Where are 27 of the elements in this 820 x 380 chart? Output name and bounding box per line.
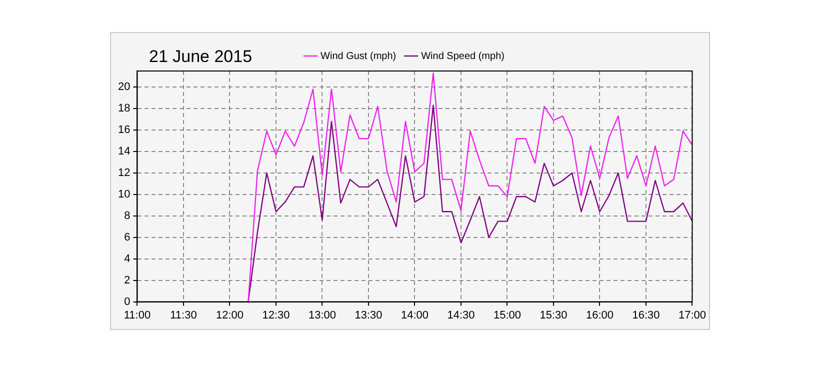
x-tick-label: 11:00 xyxy=(124,309,151,322)
y-tick-label: 0 xyxy=(124,296,130,308)
chart-title: 21 June 2015 xyxy=(149,47,252,67)
y-tick-label: 4 xyxy=(124,252,130,265)
x-tick-label: 13:30 xyxy=(354,309,382,322)
x-tick-label: 16:00 xyxy=(586,309,614,322)
y-tick-label: 6 xyxy=(124,231,130,244)
x-tick-label: 15:00 xyxy=(493,309,521,322)
y-tick-label: 12 xyxy=(118,167,130,180)
x-tick-label: 14:00 xyxy=(400,309,428,322)
y-tick-label: 20 xyxy=(118,81,130,94)
x-tick-label: 16:30 xyxy=(632,309,660,322)
x-tick-label: 13:00 xyxy=(308,309,336,322)
x-tick-label: 17:00 xyxy=(678,309,706,322)
y-tick-label: 2 xyxy=(124,274,130,286)
x-tick-label: 12:30 xyxy=(262,309,290,322)
x-tick-label: 11:30 xyxy=(170,309,197,322)
y-tick-label: 16 xyxy=(118,124,130,136)
y-tick-label: 10 xyxy=(118,188,130,200)
legend-label: Wind Gust (mph) xyxy=(320,50,396,62)
x-tick-label: 14:30 xyxy=(447,309,475,322)
x-tick-label: 12:00 xyxy=(216,309,244,322)
y-tick-label: 8 xyxy=(124,210,130,222)
y-tick-label: 14 xyxy=(118,146,130,158)
x-tick-label: 15:30 xyxy=(540,309,568,322)
y-tick-label: 18 xyxy=(118,102,130,115)
legend-label: Wind Speed (mph) xyxy=(421,50,504,62)
